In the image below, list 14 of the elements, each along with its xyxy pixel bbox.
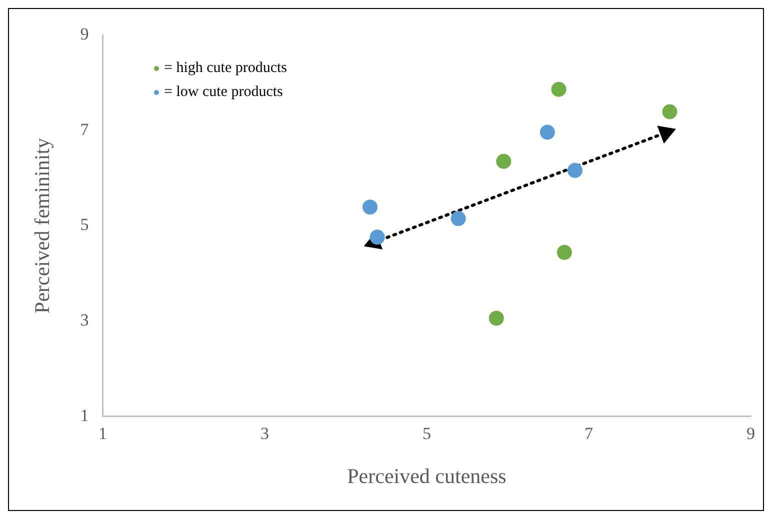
legend-label: = high cute products	[164, 59, 288, 78]
y-tick-label: 3	[80, 310, 89, 330]
y-tick-label: 9	[80, 24, 89, 44]
legend-label: = low cute products	[164, 83, 283, 102]
x-tick-label: 1	[98, 424, 107, 444]
y-tick-label: 1	[80, 406, 89, 425]
y-tick-label: 7	[80, 120, 90, 139]
x-axis-title: Perceived cuteness	[347, 464, 506, 488]
y-axis-title: Perceived femininity	[30, 137, 54, 314]
x-tick-label: 5	[422, 424, 431, 444]
x-tick-label: 9	[746, 424, 755, 444]
x-tick-label: 7	[584, 424, 594, 444]
x-tick-label: 3	[260, 424, 269, 444]
y-tick-label: 5	[80, 215, 89, 234]
